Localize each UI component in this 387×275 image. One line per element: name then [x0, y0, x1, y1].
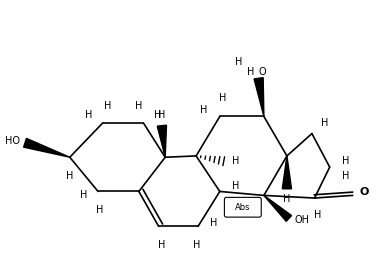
Text: H: H [219, 93, 226, 103]
Text: H: H [158, 240, 166, 250]
Text: H: H [232, 156, 239, 166]
Text: O: O [259, 67, 266, 77]
Text: H: H [314, 210, 322, 220]
Text: HO: HO [5, 136, 20, 147]
Polygon shape [254, 78, 264, 116]
Text: H: H [84, 110, 92, 120]
Text: H: H [154, 110, 162, 120]
Polygon shape [24, 138, 70, 157]
Text: H: H [210, 218, 217, 228]
Text: H: H [235, 57, 243, 67]
FancyBboxPatch shape [224, 197, 261, 217]
Text: Abs: Abs [235, 203, 250, 212]
Text: H: H [321, 118, 329, 128]
Text: H: H [66, 171, 74, 181]
Text: H: H [247, 67, 254, 77]
Text: H: H [104, 101, 111, 111]
Text: H: H [96, 205, 103, 215]
Text: OH: OH [294, 215, 309, 225]
Text: H: H [135, 101, 142, 111]
Text: H: H [342, 156, 349, 166]
Text: H: H [232, 181, 239, 191]
Polygon shape [282, 156, 291, 189]
Text: H: H [283, 194, 291, 204]
Text: H: H [158, 110, 166, 120]
Text: H: H [200, 105, 208, 115]
Polygon shape [157, 125, 166, 157]
Text: H: H [193, 240, 200, 250]
Text: O: O [359, 187, 369, 197]
Text: H: H [342, 171, 349, 181]
Polygon shape [264, 196, 291, 221]
Text: H: H [80, 190, 87, 200]
